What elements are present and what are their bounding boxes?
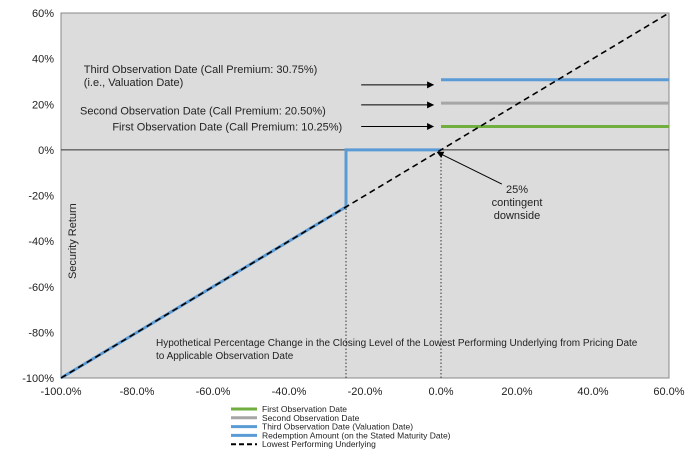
series-line-4 [60, 148, 441, 380]
legend-label-3: Third Observation Date (Valuation Date) [262, 422, 413, 432]
y-tick-label: 40% [32, 54, 54, 66]
annotation-line: contingent [492, 197, 543, 209]
y-tick-label: 20% [32, 99, 54, 111]
y-tick-label: -40% [28, 236, 54, 248]
x-axis-label: Hypothetical Percentage Change in the Cl… [156, 338, 638, 362]
x-axis-label-line: to Applicable Observation Date [156, 351, 294, 362]
x-tick-label: -60.0% [196, 386, 231, 398]
y-tick-label: -20% [28, 191, 54, 203]
legend-label-2: Second Observation Date [262, 413, 360, 423]
x-tick-label: -20.0% [348, 386, 383, 398]
annotation-4: 25% contingent downside [492, 184, 543, 222]
x-axis-label-line: Hypothetical Percentage Change in the Cl… [156, 338, 638, 349]
annotation-1: Third Observation Date (Call Premium: 30… [84, 64, 318, 89]
annotation-line: (i.e., Valuation Date) [84, 77, 183, 89]
y-tick-label: -60% [28, 282, 54, 294]
series-line-5 [60, 12, 670, 379]
x-tick-label: -40.0% [272, 386, 307, 398]
annotations: Third Observation Date (Call Premium: 30… [80, 64, 542, 222]
legend-label-1: First Observation Date [262, 404, 347, 414]
y-axis-label: Security Return [67, 203, 79, 279]
annotation-line: downside [494, 210, 540, 222]
y-tick-label: -80% [28, 327, 54, 339]
axes: -100% -80% -60% -40% -20% 0% 20% 40% 60% -100.0% -… [22, 8, 685, 398]
annotation-line: First Observation Date (Call Premium: 10… [112, 121, 342, 133]
series-lines [60, 12, 670, 380]
x-tick-label: -100.0% [41, 386, 82, 398]
x-tick-label: 20.0% [501, 386, 532, 398]
annotation-line: Third Observation Date (Call Premium: 30… [84, 64, 318, 76]
y-tick-label: 0% [38, 145, 54, 157]
annotation-2: Second Observation Date (Call Premium: 2… [80, 106, 326, 118]
x-tick-label: -80.0% [120, 386, 155, 398]
legend-label-4: Redemption Amount (on the Stated Maturit… [262, 430, 451, 440]
legend-label-5: Lowest Performing Underlying [262, 439, 376, 449]
x-tick-label: 0.0% [428, 386, 453, 398]
annotation-arrow-4 [436, 151, 503, 185]
y-tick-label: -100% [22, 373, 54, 385]
x-tick-label: 40.0% [577, 386, 608, 398]
annotation-3: First Observation Date (Call Premium: 10… [112, 121, 342, 133]
y-tick-label: 60% [32, 8, 54, 20]
annotation-line: 25% [506, 184, 528, 196]
annotation-line: Second Observation Date (Call Premium: 2… [80, 106, 326, 118]
x-tick-label: 60.0% [653, 386, 684, 398]
